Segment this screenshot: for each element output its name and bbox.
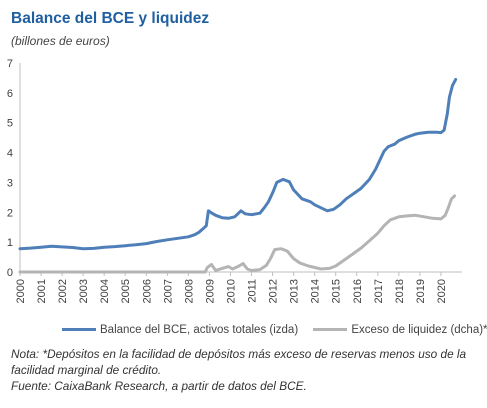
chart-legend: Balance del BCE, activos totales (izda) …	[62, 322, 487, 336]
x-tick-label: 2004	[99, 279, 111, 303]
y-tick-label: 4	[7, 148, 13, 160]
y-tick-label: 6	[7, 88, 13, 100]
chart-footnote: Nota: *Depósitos en la facilidad de depó…	[11, 346, 481, 394]
x-tick-label: 2011	[247, 279, 259, 303]
x-tick-label: 2018	[394, 279, 406, 303]
x-tick-label: 2008	[183, 279, 195, 303]
x-tick-label: 2015	[331, 279, 343, 303]
legend-swatch-excess	[313, 328, 348, 331]
legend-item-excess: Exceso de liquidez (dcha)*	[313, 324, 487, 336]
x-tick-label: 2016	[352, 279, 364, 303]
legend-label-balance: Balance del BCE, activos totales (izda)	[100, 323, 299, 336]
y-tick-label: 1	[7, 237, 13, 249]
series-line-excess	[18, 194, 457, 274]
series-line-balance	[18, 77, 458, 251]
legend-item-balance: Balance del BCE, activos totales (izda)	[62, 324, 298, 336]
note-text: Nota: *Depósitos en la facilidad de depó…	[11, 347, 467, 377]
x-tick-label: 2005	[120, 279, 132, 303]
x-tick-label: 2001	[36, 279, 48, 303]
y-tick-label: 5	[7, 118, 13, 130]
y-tick-label: 0	[7, 267, 13, 279]
legend-swatch-balance	[62, 328, 96, 331]
x-tick-label: 2003	[78, 279, 90, 303]
legend-label-excess: Exceso de liquidez (dcha)*	[351, 323, 487, 336]
x-tick-label: 2006	[141, 279, 153, 303]
chart-subtitle: (billones de euros)	[11, 34, 110, 48]
x-tick-label: 2020	[436, 279, 448, 303]
source-text: Fuente: CaixaBank Research, a partir de …	[11, 379, 307, 393]
x-tick-label: 2017	[373, 279, 385, 303]
x-tick-label: 2007	[162, 279, 174, 303]
x-tick-label: 2000	[15, 279, 27, 303]
x-tick-label: 2009	[204, 279, 216, 303]
x-tick-label: 2013	[289, 279, 301, 303]
chart-title: Balance del BCE y liquidez	[11, 10, 210, 27]
y-tick-label: 2	[7, 207, 13, 219]
x-tick-label: 2014	[310, 279, 322, 303]
y-tick-label: 7	[7, 58, 13, 70]
x-tick-label: 2010	[225, 279, 237, 303]
x-tick-label: 2012	[268, 279, 280, 303]
x-tick-label: 2002	[57, 279, 69, 303]
x-tick-label: 2019	[415, 279, 427, 303]
y-tick-label: 3	[7, 177, 13, 189]
